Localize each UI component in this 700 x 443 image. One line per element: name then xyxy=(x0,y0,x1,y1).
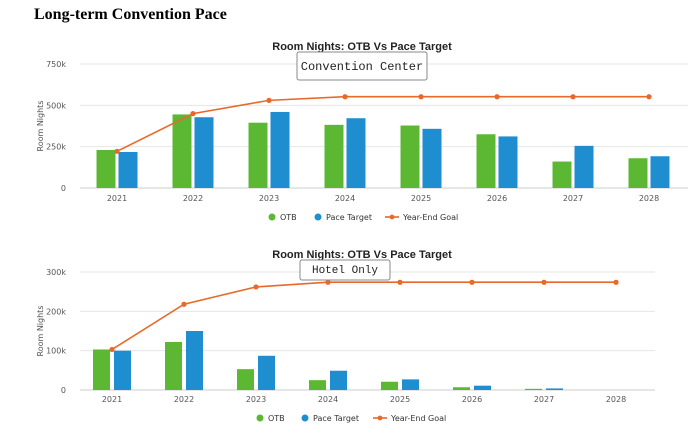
y-tick-label: 500k xyxy=(46,101,66,110)
bar-otb-2023 xyxy=(237,369,254,390)
bar-pace-2023 xyxy=(258,355,275,390)
bar-otb-2027 xyxy=(552,161,572,188)
legend-label: OTB xyxy=(280,213,297,222)
bar-pace-2025 xyxy=(422,128,442,188)
bar-otb-2022 xyxy=(172,114,192,188)
y-tick-label: 0 xyxy=(61,184,66,193)
goal-point-2028 xyxy=(646,94,652,100)
bar-otb-2023 xyxy=(248,122,268,188)
legend-marker xyxy=(301,414,309,422)
bar-pace-2023 xyxy=(270,111,290,188)
bar-otb-2021 xyxy=(96,149,116,188)
bar-pace-2028 xyxy=(650,156,670,188)
x-tick-label: 2022 xyxy=(174,395,194,404)
goal-point-2026 xyxy=(469,279,475,285)
x-tick-label: 2021 xyxy=(102,395,122,404)
y-tick-label: 100k xyxy=(46,347,66,356)
y-axis-label: Room Nights xyxy=(36,306,45,357)
goal-point-2022 xyxy=(190,111,196,117)
chart-title: Room Nights: OTB Vs Pace Target xyxy=(272,249,452,261)
page-title: Long-term Convention Pace xyxy=(34,6,227,23)
bar-pace-2021 xyxy=(118,151,138,188)
legend-marker xyxy=(268,213,276,221)
goal-point-2023 xyxy=(266,97,272,103)
bar-pace-2026 xyxy=(498,136,518,188)
x-tick-label: 2026 xyxy=(487,194,507,203)
bar-otb-2024 xyxy=(324,124,344,188)
bar-otb-2026 xyxy=(476,134,496,188)
y-tick-label: 200k xyxy=(46,307,66,316)
bar-otb-2027 xyxy=(525,388,542,390)
bar-pace-2021 xyxy=(114,350,131,390)
y-tick-label: 300k xyxy=(46,268,66,277)
goal-point-2027 xyxy=(570,94,576,100)
goal-point-2022 xyxy=(181,301,187,307)
goal-point-2028 xyxy=(613,279,619,285)
goal-point-2024 xyxy=(325,279,331,285)
bar-pace-2022 xyxy=(186,331,203,390)
bar-pace-2025 xyxy=(402,379,419,390)
bar-otb-2022 xyxy=(165,342,182,390)
bar-otb-2028 xyxy=(628,158,648,188)
x-tick-label: 2022 xyxy=(183,194,203,203)
x-tick-label: 2024 xyxy=(318,395,338,404)
goal-line xyxy=(111,281,616,351)
goal-point-2023 xyxy=(253,284,259,290)
annotation-label: Convention Center xyxy=(301,60,423,74)
bar-pace-2024 xyxy=(346,118,366,188)
legend-label: OTB xyxy=(268,414,285,423)
legend-label: Pace Target xyxy=(313,414,359,423)
goal-point-2024 xyxy=(342,94,348,100)
goal-point-2021 xyxy=(109,346,115,353)
goal-point-2026 xyxy=(494,94,500,100)
bar-pace-2027 xyxy=(574,145,594,188)
x-tick-label: 2024 xyxy=(335,194,355,203)
legend-label: Year-End Goal xyxy=(402,213,458,222)
x-tick-label: 2028 xyxy=(639,194,659,203)
goal-point-2027 xyxy=(541,279,547,285)
goal-line xyxy=(116,95,649,153)
y-axis-label: Room Nights xyxy=(36,101,45,152)
bar-pace-2022 xyxy=(194,117,214,188)
legend-marker xyxy=(314,213,322,221)
chart-title: Room Nights: OTB Vs Pace Target xyxy=(272,41,452,53)
x-tick-label: 2028 xyxy=(606,395,626,404)
legend-marker xyxy=(377,415,383,421)
x-tick-label: 2021 xyxy=(107,194,127,203)
bar-otb-2025 xyxy=(400,125,420,188)
bar-pace-2024 xyxy=(330,370,347,390)
x-tick-label: 2026 xyxy=(462,395,482,404)
goal-point-2025 xyxy=(397,279,403,285)
y-tick-label: 0 xyxy=(61,386,66,395)
bar-pace-2027 xyxy=(546,388,563,390)
bar-otb-2024 xyxy=(309,380,326,390)
legend-marker xyxy=(256,414,264,422)
x-tick-label: 2027 xyxy=(563,194,583,203)
bar-otb-2026 xyxy=(453,387,470,390)
legend-label: Pace Target xyxy=(326,213,372,222)
bar-otb-2025 xyxy=(381,381,398,390)
goal-point-2025 xyxy=(418,94,424,100)
annotation-box xyxy=(296,51,428,81)
legend-label: Year-End Goal xyxy=(390,414,446,423)
legend-marker xyxy=(389,214,395,220)
bar-pace-2026 xyxy=(474,385,491,390)
annotation-box xyxy=(299,259,391,281)
y-tick-label: 750k xyxy=(46,60,66,69)
y-tick-label: 250k xyxy=(46,143,66,152)
annotation-label: Hotel Only xyxy=(312,265,378,277)
x-tick-label: 2025 xyxy=(390,395,410,404)
x-tick-label: 2027 xyxy=(534,395,554,404)
x-tick-label: 2023 xyxy=(246,395,266,404)
bar-otb-2021 xyxy=(93,349,110,390)
goal-point-2021 xyxy=(114,148,120,154)
x-tick-label: 2023 xyxy=(259,194,279,203)
x-tick-label: 2025 xyxy=(411,194,431,203)
